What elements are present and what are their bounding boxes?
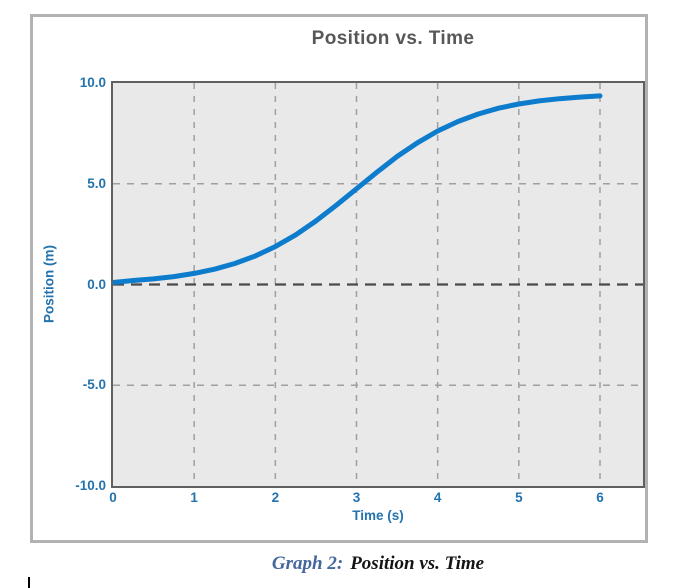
plot-area	[111, 81, 645, 488]
x-tick-label: 3	[352, 490, 361, 505]
x-tick-label: 5	[515, 490, 523, 505]
x-axis-title: Time (s)	[352, 508, 404, 523]
y-tick-label: -10.0	[75, 478, 106, 493]
y-tick-label: -5.0	[82, 377, 106, 393]
caption-label: Graph 2:	[271, 553, 344, 574]
x-tick-label: 6	[596, 490, 604, 505]
y-axis-title: Position (m)	[41, 245, 57, 323]
x-tick-label: 2	[271, 490, 280, 505]
caption-title: Position vs. Time	[350, 553, 485, 574]
x-tick-label: 4	[433, 490, 442, 505]
position-curve	[113, 93, 603, 285]
x-tick-label: 1	[190, 490, 198, 505]
plot-canvas	[113, 83, 643, 486]
chart-caption: Graph 2: Position vs. Time	[113, 553, 643, 575]
x-tick-label: 0	[109, 490, 117, 505]
text-cursor	[28, 577, 30, 588]
gridlines	[113, 83, 643, 486]
y-tick-label: 0.0	[87, 276, 106, 292]
y-tick-label: 5.0	[87, 175, 106, 191]
chart-title: Position vs. Time	[311, 28, 475, 49]
y-tick-label: 10.0	[79, 75, 106, 90]
